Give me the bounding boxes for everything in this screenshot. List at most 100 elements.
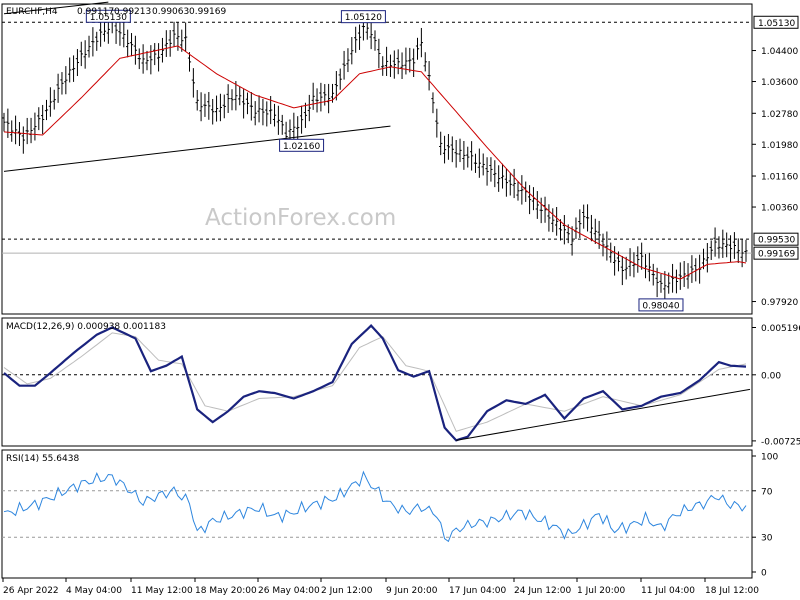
- price-bar: [137, 48, 141, 70]
- price-bar: [466, 146, 470, 168]
- price-bar: [636, 246, 640, 273]
- price-bar: [609, 242, 613, 263]
- price-bar: [83, 40, 87, 69]
- price-bar: [686, 263, 690, 289]
- price-tick-4: 1.01160: [761, 173, 798, 183]
- price-bar: [408, 47, 412, 73]
- price-bar: [211, 98, 215, 125]
- price-bar: [415, 37, 420, 60]
- price-bar: [292, 112, 296, 142]
- time-tick-9: 1 Jul 20:00: [577, 586, 626, 596]
- price-bar: [412, 48, 416, 77]
- price-bar: [311, 82, 315, 110]
- price-tick-6: 0.97920: [761, 298, 798, 308]
- price-bar: [396, 49, 400, 75]
- price-bar: [68, 57, 72, 83]
- price-bar: [427, 61, 431, 91]
- price-axis: 1.04400 1.03600 1.02780 1.01980 1.01160 1.003…: [752, 15, 799, 308]
- price-bar: [655, 267, 659, 298]
- price-bar: [454, 140, 458, 168]
- price-bar: [558, 219, 563, 241]
- time-tick-8: 24 Jun 12:00: [514, 586, 571, 596]
- rsi-tick-3: 0: [761, 569, 767, 579]
- price-bar: [369, 20, 373, 50]
- price-bar: [663, 271, 667, 301]
- price-tick-1: 1.03600: [761, 78, 798, 88]
- price-bar: [419, 27, 423, 58]
- rsi-label: RSI(14) 55.6438: [6, 454, 79, 464]
- price-bar: [172, 21, 176, 47]
- price-bar: [381, 56, 385, 76]
- price-bar: [504, 168, 508, 197]
- price-bar: [79, 41, 83, 67]
- price-level-label-2: 0.99169: [758, 250, 795, 260]
- price-bar: [744, 239, 748, 262]
- macd-trendline: [456, 388, 751, 441]
- price-bar: [392, 50, 396, 79]
- price-bar: [446, 134, 451, 160]
- price-bar: [377, 38, 381, 69]
- price-annotation-box-3: [638, 298, 684, 312]
- price-bar: [493, 160, 497, 188]
- price-bar: [570, 226, 574, 256]
- macd-tick-2: -0.007259: [761, 437, 800, 447]
- price-bar: [319, 82, 323, 112]
- price-bar: [527, 185, 532, 215]
- time-tick-10: 11 Jul 04:00: [641, 586, 695, 596]
- price-bar: [516, 181, 520, 201]
- time-tick-6: 9 Jun 20:00: [386, 586, 438, 596]
- price-bar: [145, 50, 149, 71]
- price-trendline-1: [3, 1, 109, 15]
- price-bar: [296, 116, 300, 139]
- price-bar: [129, 33, 134, 57]
- price-bar: [346, 48, 350, 73]
- price-bar: [477, 148, 481, 178]
- price-bar: [272, 103, 277, 127]
- price-bar: [17, 122, 22, 146]
- price-bar: [342, 50, 346, 80]
- rsi-tick-0: 100: [761, 453, 778, 463]
- price-bar: [512, 168, 516, 199]
- macd-label: MACD(12,26,9) 0.000938 0.001183: [6, 322, 166, 332]
- price-bar: [589, 214, 594, 242]
- price-bar: [2, 112, 6, 132]
- price-bar: [473, 153, 478, 173]
- price-bar: [207, 92, 211, 120]
- price-tick-2: 1.02780: [761, 110, 798, 120]
- price-bar: [160, 37, 165, 63]
- price-bar: [620, 255, 624, 286]
- price-bar: [168, 30, 172, 57]
- price-bar: [481, 153, 485, 176]
- price-bar: [60, 72, 64, 95]
- price-annotation-box-1: [340, 10, 386, 24]
- price-bar: [234, 81, 238, 111]
- price-bar: [164, 30, 168, 57]
- price-bar: [230, 89, 234, 111]
- price-bar: [226, 84, 230, 113]
- price-bar: [261, 98, 265, 126]
- price-bar: [265, 101, 269, 127]
- price-bar: [605, 231, 609, 261]
- price-bar: [705, 243, 709, 273]
- price-bar: [214, 95, 219, 122]
- price-bar: [21, 126, 25, 154]
- price-bar: [690, 255, 694, 283]
- price-bar: [195, 90, 199, 111]
- price-bar: [218, 93, 223, 122]
- price-level-box-2: [753, 246, 799, 260]
- price-bar: [245, 92, 250, 115]
- price-bar: [721, 229, 725, 258]
- price-annotation-2: 1.02160: [283, 142, 320, 152]
- rsi-line: [3, 470, 747, 543]
- time-axis: 26 Apr 2022 4 May 04:00 11 May 12:00 18 May…: [2, 578, 759, 596]
- macd-axis: 0.005196 0.00 -0.007259: [752, 324, 800, 447]
- price-bar: [242, 89, 246, 119]
- price-bar: [25, 117, 29, 145]
- price-bar: [153, 43, 157, 66]
- price-bar: [384, 46, 389, 76]
- price-bar: [118, 19, 122, 46]
- price-bar: [184, 22, 188, 52]
- price-bar: [431, 92, 435, 114]
- price-bar: [87, 35, 91, 58]
